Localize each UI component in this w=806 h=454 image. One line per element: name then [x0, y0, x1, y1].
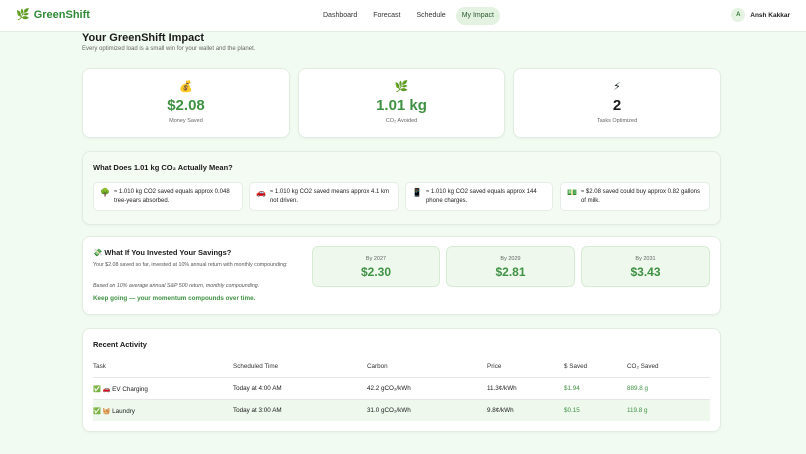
projection-value: $3.43 — [630, 265, 661, 279]
phone-icon: 📱 — [412, 188, 422, 197]
co2-avoided-card: 🌿 1.01 kg CO₂ Avoided — [298, 68, 505, 138]
equivalent-trees: 🌳 ≈ 1.010 kg CO2 saved equals approx 0.0… — [93, 182, 243, 211]
task-cell: ✅ 🧺 Laundry — [93, 408, 135, 415]
page-subtitle: Every optimized load is a small win for … — [82, 46, 256, 52]
co2-avoided-value: 1.01 kg — [376, 97, 427, 114]
co2-avoided-label: CO₂ Avoided — [385, 118, 418, 124]
col-carbon: Carbon — [367, 363, 388, 370]
tree-icon: 🌳 — [100, 188, 110, 197]
table-row[interactable]: ✅ 🚗 EV Charging Today at 4:00 AM 42.2 gC… — [93, 378, 710, 399]
tasks-optimized-value: 2 — [612, 97, 622, 114]
price-cell: 11.3¢/kWh — [487, 385, 517, 392]
table-divider — [93, 399, 710, 400]
equivalent-text: ≈ $2.08 saved could buy approx 0.82 gall… — [580, 189, 701, 204]
invest-title: 💸 What If You Invested Your Savings? — [93, 248, 232, 257]
col-dollar-saved: $ Saved — [564, 363, 588, 370]
col-task: Task — [93, 363, 106, 370]
leaf-icon: 🌿 — [16, 9, 30, 21]
nav-forecast[interactable]: Forecast — [373, 12, 401, 19]
money-bag-icon: 💰 — [179, 81, 193, 93]
money-saved-card: 💰 $2.08 Money Saved — [82, 68, 290, 138]
table-divider — [93, 377, 710, 378]
projection-year: By 2029 — [500, 256, 521, 262]
equivalents-title: What Does 1.01 kg CO₂ Actually Mean? — [93, 163, 233, 172]
time-cell: Today at 3:00 AM — [233, 407, 282, 414]
dollar-saved-cell: $1.94 — [564, 385, 580, 392]
page-title: Your GreenShift Impact — [82, 32, 205, 44]
cash-icon: 💵 — [567, 188, 577, 197]
carbon-cell: 31.0 gCO₂/kWh — [367, 407, 411, 414]
user-menu[interactable]: A Ansh Kakkar — [731, 8, 790, 22]
tasks-optimized-card: ⚡ 2 Tasks Optimized — [513, 68, 721, 138]
projection-2031: By 2031 $3.43 — [581, 246, 710, 287]
co2-saved-cell: 119.8 g — [627, 407, 648, 414]
equivalent-text: ≈ 1.010 kg CO2 saved equals approx 0.048… — [113, 189, 230, 204]
col-price: Price — [487, 363, 502, 370]
carbon-cell: 42.2 gCO₂/kWh — [367, 385, 411, 392]
tasks-optimized-label: Tasks Optimized — [596, 118, 638, 124]
co2-saved-cell: 889.8 g — [627, 385, 649, 392]
projection-year: By 2031 — [635, 256, 656, 262]
brand-logo[interactable]: 🌿 GreenShift — [16, 8, 90, 22]
task-cell: ✅ 🚗 EV Charging — [93, 386, 148, 393]
car-icon: 🚗 — [256, 188, 266, 197]
projection-year: By 2027 — [365, 256, 387, 262]
user-name: Ansh Kakkar — [750, 11, 790, 19]
time-cell: Today at 4:00 AM — [233, 385, 282, 392]
equivalent-text: ≈ 1.010 kg CO2 saved equals approx 144 p… — [425, 189, 537, 204]
price-cell: 9.8¢/kWh — [487, 407, 514, 414]
col-co2-saved: CO₂ Saved — [627, 363, 659, 370]
table-row[interactable]: ✅ 🧺 Laundry Today at 3:00 AM 31.0 gCO₂/k… — [93, 400, 710, 421]
equivalent-driving: 🚗 ≈ 1.010 kg CO2 saved means approx 4.1 … — [249, 182, 399, 211]
invest-encouragement: Keep going — your momentum compounds ove… — [93, 295, 256, 302]
invest-note: Based on 10% average annual S&P 500 retu… — [93, 283, 260, 289]
equivalent-text: ≈ 1.010 kg CO2 saved means approx 4.1 km… — [269, 189, 389, 204]
invest-description: Your $2.08 saved so far, invested at 10%… — [93, 262, 288, 268]
equivalent-milk: 💵 ≈ $2.08 saved could buy approx 0.82 ga… — [560, 182, 710, 211]
avatar: A — [731, 8, 746, 22]
leaf-icon: 🌿 — [394, 81, 409, 93]
recent-activity-title: Recent Activity — [93, 340, 147, 349]
nav-links: Dashboard Forecast Schedule My Impact — [317, 7, 500, 25]
money-saved-value: $2.08 — [167, 97, 205, 114]
nav-schedule[interactable]: Schedule — [416, 12, 446, 19]
lightning-icon: ⚡ — [613, 81, 621, 93]
projection-2029: By 2029 $2.81 — [446, 246, 575, 287]
dollar-saved-cell: $0.15 — [564, 407, 580, 414]
col-scheduled-time: Scheduled Time — [233, 363, 279, 370]
nav-my-impact[interactable]: My Impact — [455, 7, 500, 25]
brand-name: GreenShift — [33, 9, 90, 21]
projection-value: $2.30 — [360, 265, 392, 279]
projection-2027: By 2027 $2.30 — [312, 246, 440, 287]
equivalent-phone: 📱 ≈ 1.010 kg CO2 saved equals approx 144… — [405, 182, 553, 211]
top-nav: 🌿 GreenShift Dashboard Forecast Schedule… — [0, 0, 806, 32]
projection-value: $2.81 — [495, 265, 526, 279]
nav-dashboard[interactable]: Dashboard — [323, 12, 358, 19]
money-saved-label: Money Saved — [169, 118, 203, 124]
